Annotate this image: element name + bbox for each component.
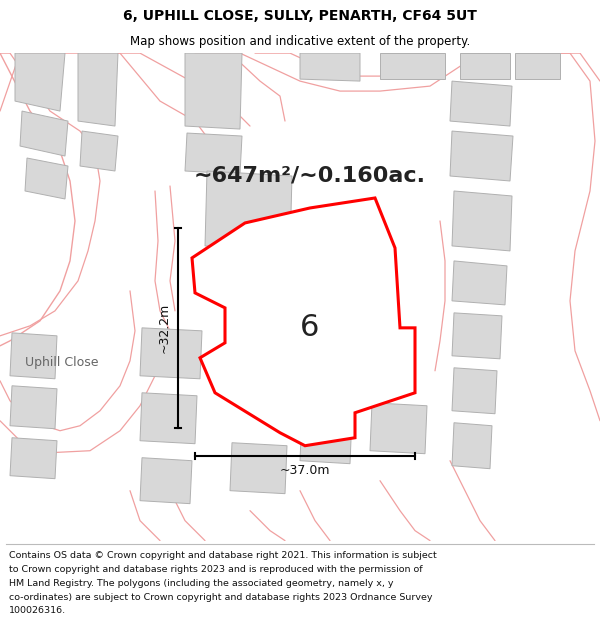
Polygon shape: [20, 111, 68, 156]
Text: 6: 6: [301, 313, 320, 342]
Polygon shape: [192, 198, 415, 446]
Text: Uphill Close: Uphill Close: [25, 356, 99, 369]
Polygon shape: [140, 458, 192, 504]
Polygon shape: [452, 191, 512, 251]
Polygon shape: [460, 53, 510, 79]
Polygon shape: [15, 53, 65, 111]
Polygon shape: [10, 386, 57, 429]
Polygon shape: [140, 328, 202, 379]
Polygon shape: [340, 323, 397, 369]
Text: co-ordinates) are subject to Crown copyright and database rights 2023 Ordnance S: co-ordinates) are subject to Crown copyr…: [9, 592, 433, 601]
Text: to Crown copyright and database rights 2023 and is reproduced with the permissio: to Crown copyright and database rights 2…: [9, 564, 422, 574]
Polygon shape: [10, 333, 57, 379]
Polygon shape: [452, 368, 497, 414]
Polygon shape: [300, 53, 360, 81]
Text: ~37.0m: ~37.0m: [280, 464, 330, 478]
Text: 6, UPHILL CLOSE, SULLY, PENARTH, CF64 5UT: 6, UPHILL CLOSE, SULLY, PENARTH, CF64 5U…: [123, 9, 477, 23]
Polygon shape: [140, 392, 197, 444]
Polygon shape: [452, 313, 502, 359]
Polygon shape: [205, 171, 292, 251]
Polygon shape: [452, 422, 492, 469]
Polygon shape: [25, 158, 68, 199]
Polygon shape: [370, 402, 427, 454]
Polygon shape: [515, 53, 560, 79]
Polygon shape: [78, 53, 118, 126]
Text: Map shows position and indicative extent of the property.: Map shows position and indicative extent…: [130, 35, 470, 48]
Polygon shape: [80, 131, 118, 171]
Text: Contains OS data © Crown copyright and database right 2021. This information is : Contains OS data © Crown copyright and d…: [9, 551, 437, 560]
Polygon shape: [380, 53, 445, 79]
Polygon shape: [185, 133, 242, 174]
Text: 100026316.: 100026316.: [9, 606, 66, 616]
Polygon shape: [452, 261, 507, 305]
Polygon shape: [10, 438, 57, 479]
Text: ~32.2m: ~32.2m: [157, 302, 170, 353]
Polygon shape: [230, 442, 287, 494]
Polygon shape: [300, 412, 352, 464]
Polygon shape: [450, 131, 513, 181]
Polygon shape: [185, 53, 242, 129]
Polygon shape: [450, 81, 512, 126]
Text: HM Land Registry. The polygons (including the associated geometry, namely x, y: HM Land Registry. The polygons (includin…: [9, 579, 394, 587]
Text: ~647m²/~0.160ac.: ~647m²/~0.160ac.: [194, 166, 426, 186]
